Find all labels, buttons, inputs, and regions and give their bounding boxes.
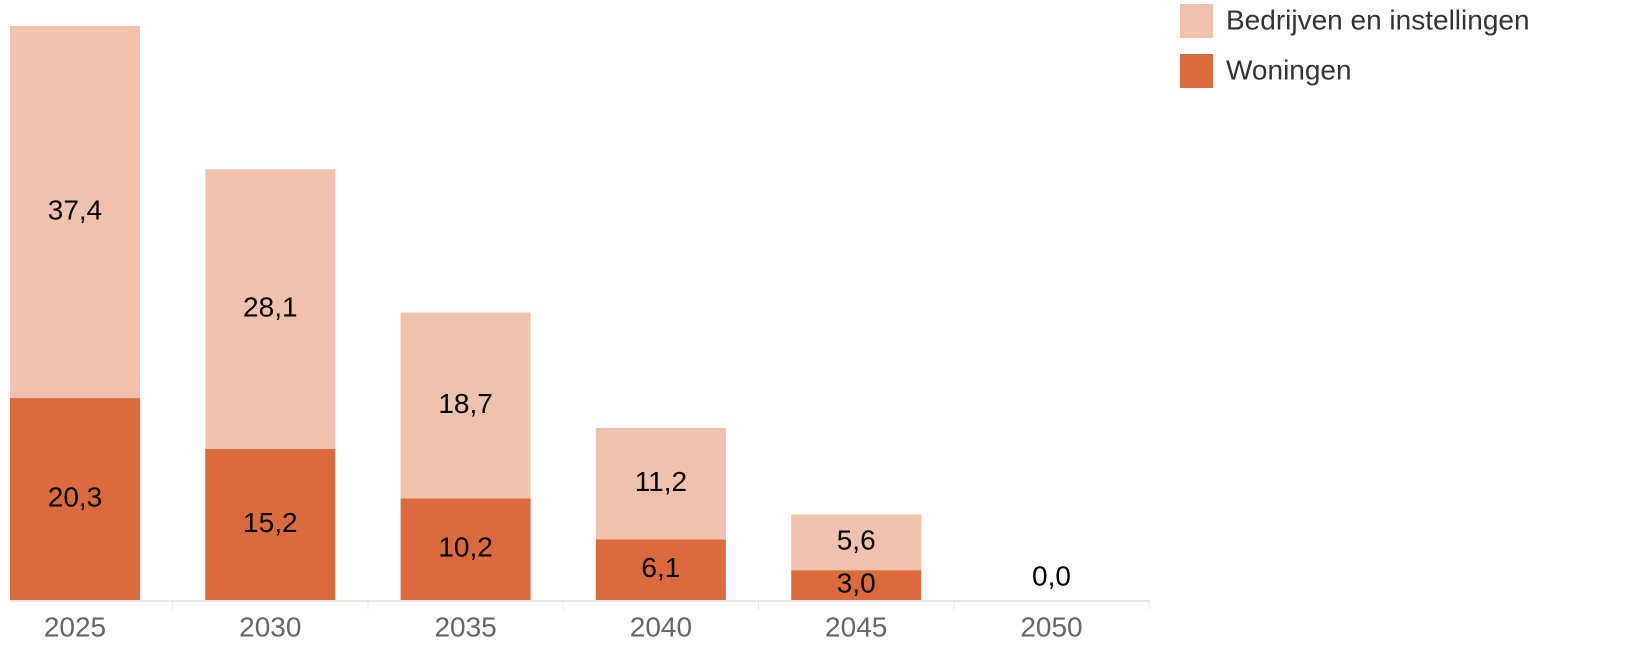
x-tick-label: 2030 <box>239 611 301 642</box>
data-label: 10,2 <box>438 532 493 563</box>
bar-segment <box>400 498 531 600</box>
data-label: 20,3 <box>48 481 103 512</box>
bar-segment <box>595 539 726 600</box>
legend-label: Woningen <box>1226 54 1352 85</box>
legend-label: Bedrijven en instellingen <box>1226 4 1530 35</box>
data-label: 15,2 <box>243 507 298 538</box>
x-tick-label: 2050 <box>1020 611 1082 642</box>
x-tick-label: 2045 <box>825 611 887 642</box>
data-label: 18,7 <box>438 388 493 419</box>
data-label: 28,1 <box>243 291 298 322</box>
legend-swatch <box>1180 4 1213 38</box>
bar-segment <box>10 398 140 600</box>
bar-segment <box>205 169 336 449</box>
legend-swatch <box>1180 54 1213 88</box>
x-tick-label: 2035 <box>434 611 496 642</box>
bar-segment <box>791 570 922 600</box>
data-label: 11,2 <box>635 466 687 497</box>
data-label: 37,4 <box>48 194 103 225</box>
data-label: 0,0 <box>1032 560 1071 591</box>
x-tick-label: 2025 <box>44 611 106 642</box>
data-label: 3,0 <box>837 567 876 598</box>
data-label: 5,6 <box>837 525 876 556</box>
x-tick-label: 2040 <box>630 611 692 642</box>
data-label: 6,1 <box>641 552 680 583</box>
bar-segment <box>10 26 140 399</box>
bar-segment <box>595 427 726 540</box>
bar-segment <box>205 448 336 600</box>
bar-segment <box>791 514 922 571</box>
bar-segment <box>400 312 531 499</box>
